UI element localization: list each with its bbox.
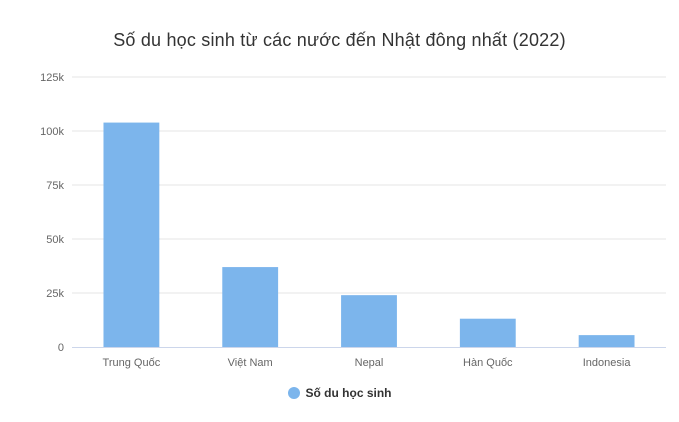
- legend-label: Số du học sinh: [305, 386, 392, 400]
- y-tick-label: 0: [58, 342, 64, 354]
- bar: [578, 335, 635, 347]
- x-tick-label: Việt Nam: [228, 357, 273, 369]
- bar: [103, 122, 160, 348]
- bar: [459, 318, 516, 347]
- chart-title: Số du học sinh từ các nước đến Nhật đông…: [113, 30, 566, 50]
- x-tick-label: Hàn Quốc: [463, 357, 513, 369]
- y-tick-label: 75k: [46, 180, 64, 192]
- bar: [341, 295, 397, 347]
- y-tick-label: 50k: [46, 234, 64, 246]
- x-tick-label: Trung Quốc: [103, 357, 161, 369]
- legend-marker: [287, 387, 300, 399]
- x-tick-label: Indonesia: [583, 357, 632, 369]
- legend[interactable]: Số du học sinh: [0, 386, 679, 400]
- bar-chart: 0 25k 50k 75k 100k 125k Trung Quốc Việt Nam Nepa…: [40, 72, 666, 369]
- y-tick-label: 125k: [40, 72, 64, 84]
- y-tick-label: 25k: [46, 288, 64, 300]
- bar: [222, 267, 279, 347]
- x-tick-label: Nepal: [355, 357, 384, 369]
- y-tick-label: 100k: [40, 126, 64, 138]
